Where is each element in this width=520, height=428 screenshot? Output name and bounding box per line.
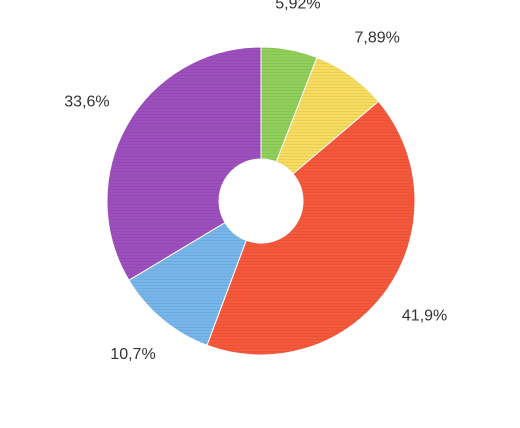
slice-label-0: 5,92% <box>275 0 320 13</box>
slices-group <box>106 46 416 356</box>
slice-label-2: 41,9% <box>402 307 447 324</box>
slice-label-3: 10,7% <box>110 346 155 363</box>
labels-group: 5,92% 7,89% 41,9% 10,7% 33,6% <box>64 0 447 363</box>
slice-label-4: 33,6% <box>64 94 109 111</box>
slice-label-1: 7,89% <box>354 29 399 46</box>
